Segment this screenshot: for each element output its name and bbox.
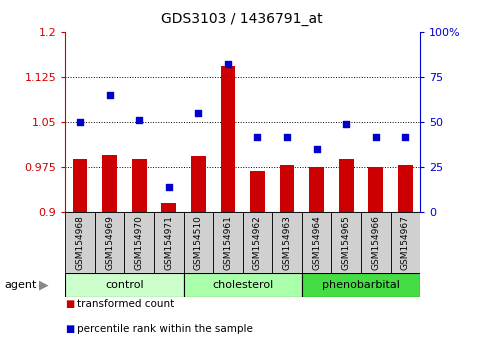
Bar — [272, 212, 302, 273]
Text: GSM154969: GSM154969 — [105, 215, 114, 270]
Point — [195, 110, 202, 116]
Bar — [391, 212, 420, 273]
Bar — [309, 167, 324, 212]
Bar — [302, 212, 331, 273]
Point — [283, 134, 291, 139]
Text: GSM154966: GSM154966 — [371, 215, 380, 270]
Bar — [125, 212, 154, 273]
Text: GSM154967: GSM154967 — [401, 215, 410, 270]
Text: GSM154961: GSM154961 — [224, 215, 232, 270]
Bar — [191, 156, 206, 212]
Bar — [65, 212, 95, 273]
Bar — [250, 171, 265, 212]
Text: agent: agent — [5, 280, 37, 290]
Text: ■: ■ — [65, 324, 74, 334]
Bar — [132, 159, 146, 212]
Text: transformed count: transformed count — [77, 299, 174, 309]
Text: GSM154962: GSM154962 — [253, 215, 262, 270]
Text: GSM154964: GSM154964 — [312, 215, 321, 270]
Bar — [184, 273, 302, 297]
Point — [76, 119, 84, 125]
Text: GSM154971: GSM154971 — [164, 215, 173, 270]
Bar — [221, 66, 235, 212]
Bar — [72, 159, 87, 212]
Text: GSM154965: GSM154965 — [342, 215, 351, 270]
Point — [401, 134, 409, 139]
Point — [342, 121, 350, 127]
Text: GDS3103 / 1436791_at: GDS3103 / 1436791_at — [161, 12, 322, 27]
Text: GSM154963: GSM154963 — [283, 215, 292, 270]
Text: ■: ■ — [65, 299, 74, 309]
Text: percentile rank within the sample: percentile rank within the sample — [77, 324, 253, 334]
Point — [106, 92, 114, 98]
Bar — [280, 165, 295, 212]
Text: GSM154968: GSM154968 — [75, 215, 85, 270]
Text: ▶: ▶ — [39, 279, 48, 291]
Text: GSM154510: GSM154510 — [194, 215, 203, 270]
Bar — [339, 159, 354, 212]
Point — [254, 134, 261, 139]
Bar — [95, 212, 125, 273]
Bar — [65, 273, 184, 297]
Text: GSM154970: GSM154970 — [135, 215, 143, 270]
Bar — [102, 155, 117, 212]
Bar — [302, 273, 420, 297]
Text: phenobarbital: phenobarbital — [322, 280, 400, 290]
Text: control: control — [105, 280, 143, 290]
Bar — [154, 212, 184, 273]
Point — [372, 134, 380, 139]
Point — [313, 147, 321, 152]
Bar — [361, 212, 391, 273]
Bar — [398, 165, 413, 212]
Point — [224, 62, 232, 67]
Text: cholesterol: cholesterol — [212, 280, 273, 290]
Bar — [161, 203, 176, 212]
Point — [165, 184, 172, 190]
Bar — [369, 167, 383, 212]
Bar — [184, 212, 213, 273]
Point — [135, 118, 143, 123]
Bar — [213, 212, 242, 273]
Bar — [242, 212, 272, 273]
Bar — [331, 212, 361, 273]
